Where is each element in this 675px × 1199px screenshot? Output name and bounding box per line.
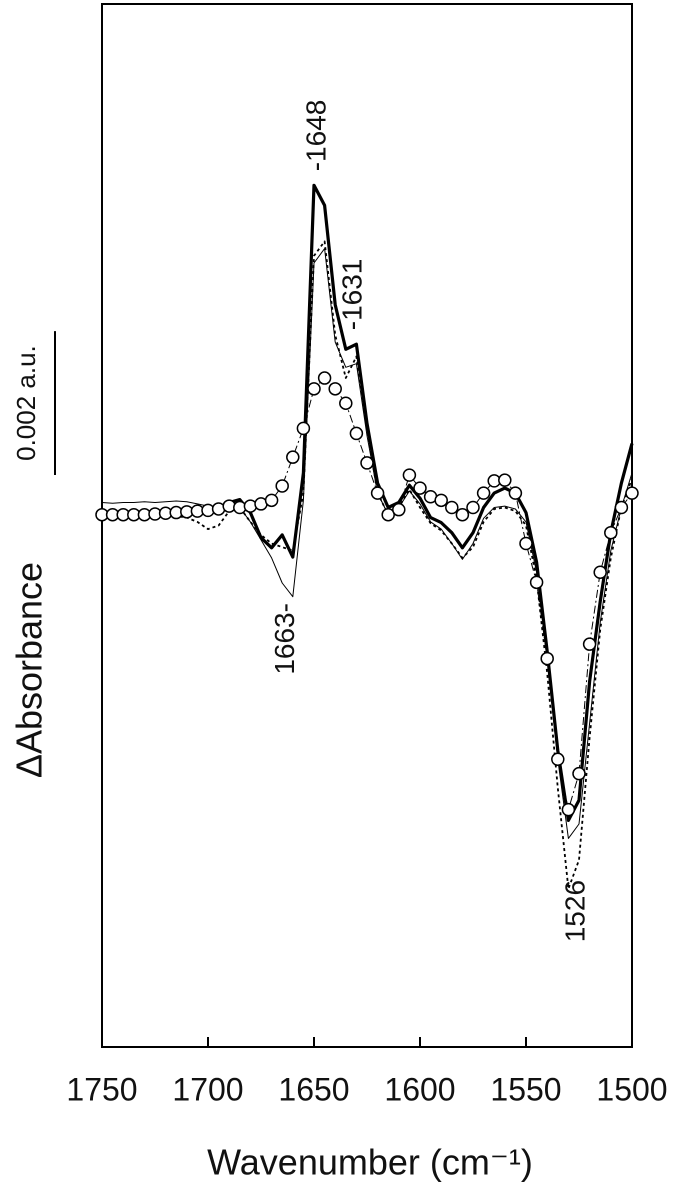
spectrum-line (101, 248, 633, 839)
scale-bar-label: 0.002 a.u. (11, 345, 41, 461)
plot-frame (101, 3, 633, 1048)
data-point (445, 500, 459, 515)
peak-label: -1648 (301, 100, 332, 172)
data-point (413, 481, 427, 495)
spectrum-line (102, 377, 633, 811)
data-point (572, 766, 586, 781)
data-point (519, 536, 533, 551)
data-point (370, 486, 385, 500)
data-point (286, 450, 300, 464)
data-point (349, 426, 364, 441)
data-point (317, 371, 332, 385)
data-point (508, 486, 523, 500)
peak-label: 1663- (269, 603, 300, 675)
y-axis-title: ΔAbsorbance (9, 562, 50, 778)
x-tick-label: 1700 (172, 1071, 243, 1107)
data-point (402, 468, 417, 482)
x-tick-label: 1600 (384, 1071, 455, 1107)
data-point (529, 575, 544, 590)
data-point (625, 486, 639, 500)
x-axis-title: Wavenumber (cm⁻¹) (207, 1142, 533, 1183)
data-point (614, 500, 629, 515)
data-point (604, 525, 618, 540)
data-point (307, 382, 321, 396)
data-point (392, 502, 406, 517)
x-tick-label: 1500 (596, 1071, 667, 1107)
x-tick-label: 1650 (278, 1071, 349, 1107)
data-point (275, 479, 289, 493)
data-point (561, 802, 576, 817)
spectrum-line (102, 240, 633, 890)
data-point (593, 565, 607, 580)
data-point (476, 486, 491, 500)
data-point (264, 493, 279, 508)
data-point (339, 396, 353, 410)
data-point (381, 507, 395, 522)
data-point (296, 421, 311, 436)
peak-label: -1631 (337, 259, 368, 331)
data-point (551, 752, 565, 767)
data-point (328, 382, 342, 396)
peak-label: 1526 (559, 880, 590, 942)
x-tick-label: 1550 (490, 1071, 561, 1107)
data-point (498, 473, 512, 487)
data-point (455, 507, 470, 522)
data-point (360, 456, 374, 470)
data-point (434, 493, 448, 508)
data-point (582, 637, 597, 651)
x-tick-label: 1750 (66, 1071, 137, 1107)
data-point (466, 500, 480, 515)
data-point (540, 651, 554, 666)
